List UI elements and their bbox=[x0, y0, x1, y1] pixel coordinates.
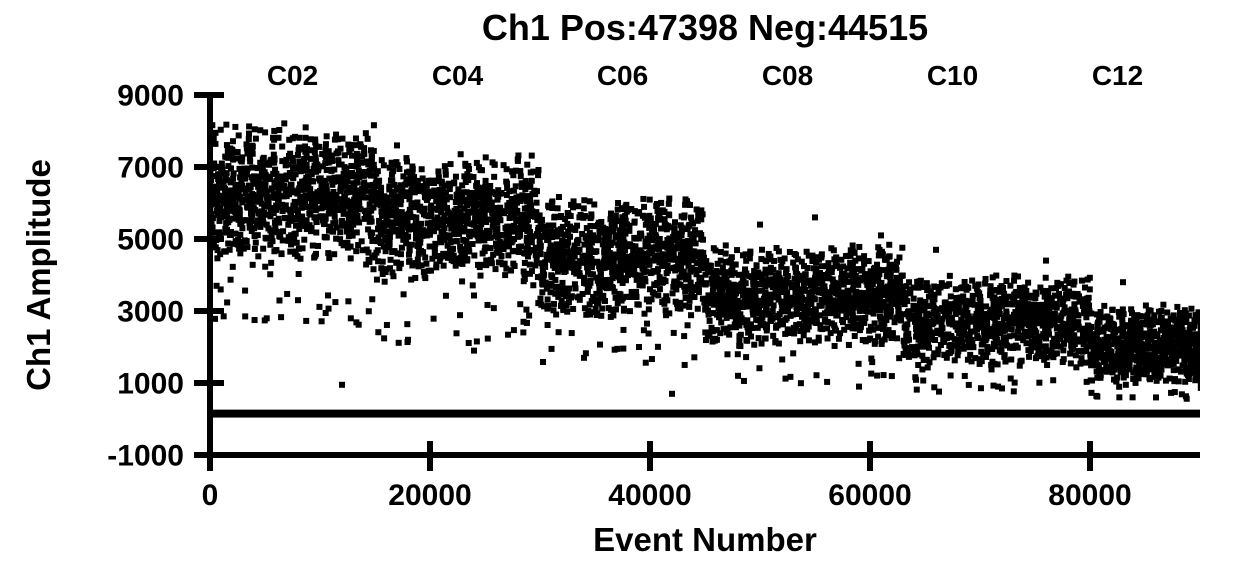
x-axis-label: Event Number bbox=[593, 521, 817, 558]
y-tick-label: -1000 bbox=[107, 440, 184, 473]
column-label: C06 bbox=[597, 60, 648, 91]
column-label: C08 bbox=[762, 60, 813, 91]
scatter-chart: Ch1 Pos:47398 Neg:44515 C02 C04 C06 C08 C10 C1… bbox=[0, 0, 1240, 570]
column-label: C02 bbox=[267, 60, 318, 91]
chart-svg: Ch1 Pos:47398 Neg:44515 C02 C04 C06 C08 C10 C1… bbox=[0, 0, 1240, 570]
column-label: C12 bbox=[1092, 60, 1143, 91]
y-tick-label: 9000 bbox=[117, 80, 184, 113]
x-tick-label: 60000 bbox=[828, 479, 911, 512]
baseline-band bbox=[210, 410, 1200, 418]
y-tick-label: 3000 bbox=[117, 296, 184, 329]
y-tick-label: 1000 bbox=[117, 368, 184, 401]
x-tick-label: 40000 bbox=[608, 479, 691, 512]
chart-title: Ch1 Pos:47398 Neg:44515 bbox=[482, 7, 928, 48]
x-tick-label: 80000 bbox=[1048, 479, 1131, 512]
edge-band bbox=[1198, 315, 1200, 391]
y-tick-label: 7000 bbox=[117, 152, 184, 185]
y-tick-label: 5000 bbox=[117, 224, 184, 257]
x-tick-label: 0 bbox=[202, 479, 219, 512]
column-label: C10 bbox=[927, 60, 978, 91]
y-axis-label: Ch1 Amplitude bbox=[20, 159, 57, 391]
column-label: C04 bbox=[432, 60, 484, 91]
x-tick-label: 20000 bbox=[388, 479, 471, 512]
